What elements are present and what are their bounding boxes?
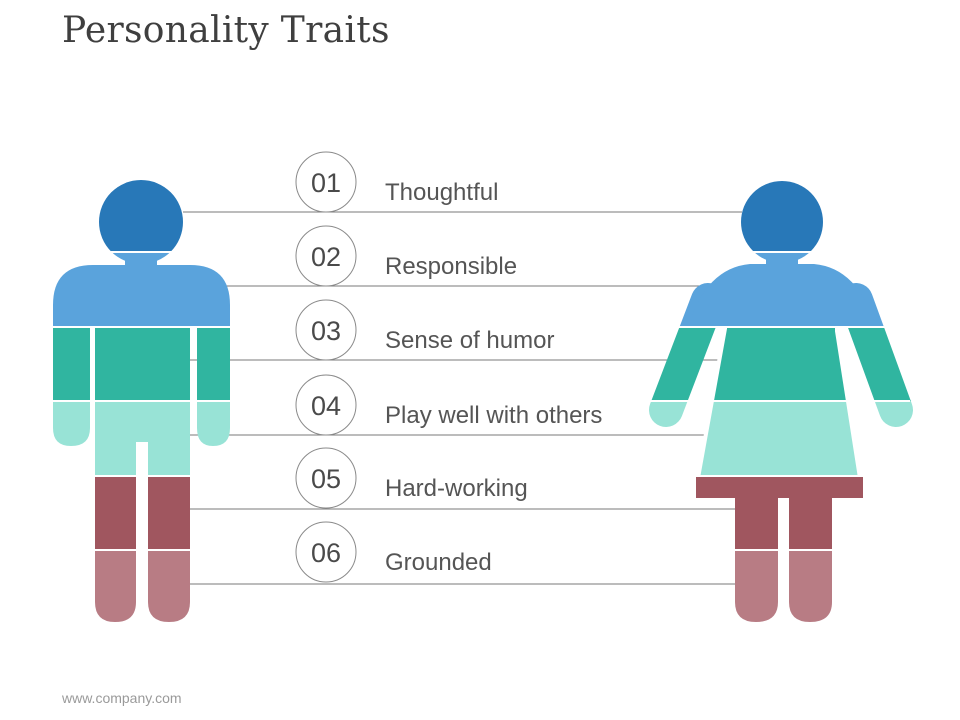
trait-row: 03 Sense of humor [295,299,554,361]
trait-number: 01 [311,168,341,198]
trait-row: 05 Hard-working [295,447,528,509]
trait-row: 01 Thoughtful [295,151,498,213]
connector-lines [183,211,742,585]
page-title: Personality Traits [62,10,390,51]
trait-rows: 01 Thoughtful 02 Responsible 03 Sense of humo… [295,151,602,583]
number-circle [295,447,357,509]
trait-row: 04 Play well with others [295,374,602,436]
footer-url: www.company.com [62,690,182,706]
man-icon [50,180,235,622]
trait-label: Sense of humor [385,327,554,354]
number-circle [295,374,357,436]
figures [50,179,910,624]
trait-label: Play well with others [385,402,602,429]
trait-label: Grounded [385,549,492,576]
number-circle [295,521,357,583]
trait-number: 05 [311,464,341,494]
number-circle [295,151,357,213]
number-circle [295,225,357,287]
trait-number: 06 [311,538,341,568]
trait-row: 06 Grounded [295,521,492,583]
trait-label: Hard-working [385,475,528,502]
number-circle [295,299,357,361]
trait-row: 02 Responsible [295,225,517,287]
trait-number: 03 [311,316,341,346]
trait-number: 02 [311,242,341,272]
woman-icon [640,179,910,624]
trait-label: Responsible [385,253,517,280]
trait-label: Thoughtful [385,179,498,206]
trait-number: 04 [311,391,341,421]
